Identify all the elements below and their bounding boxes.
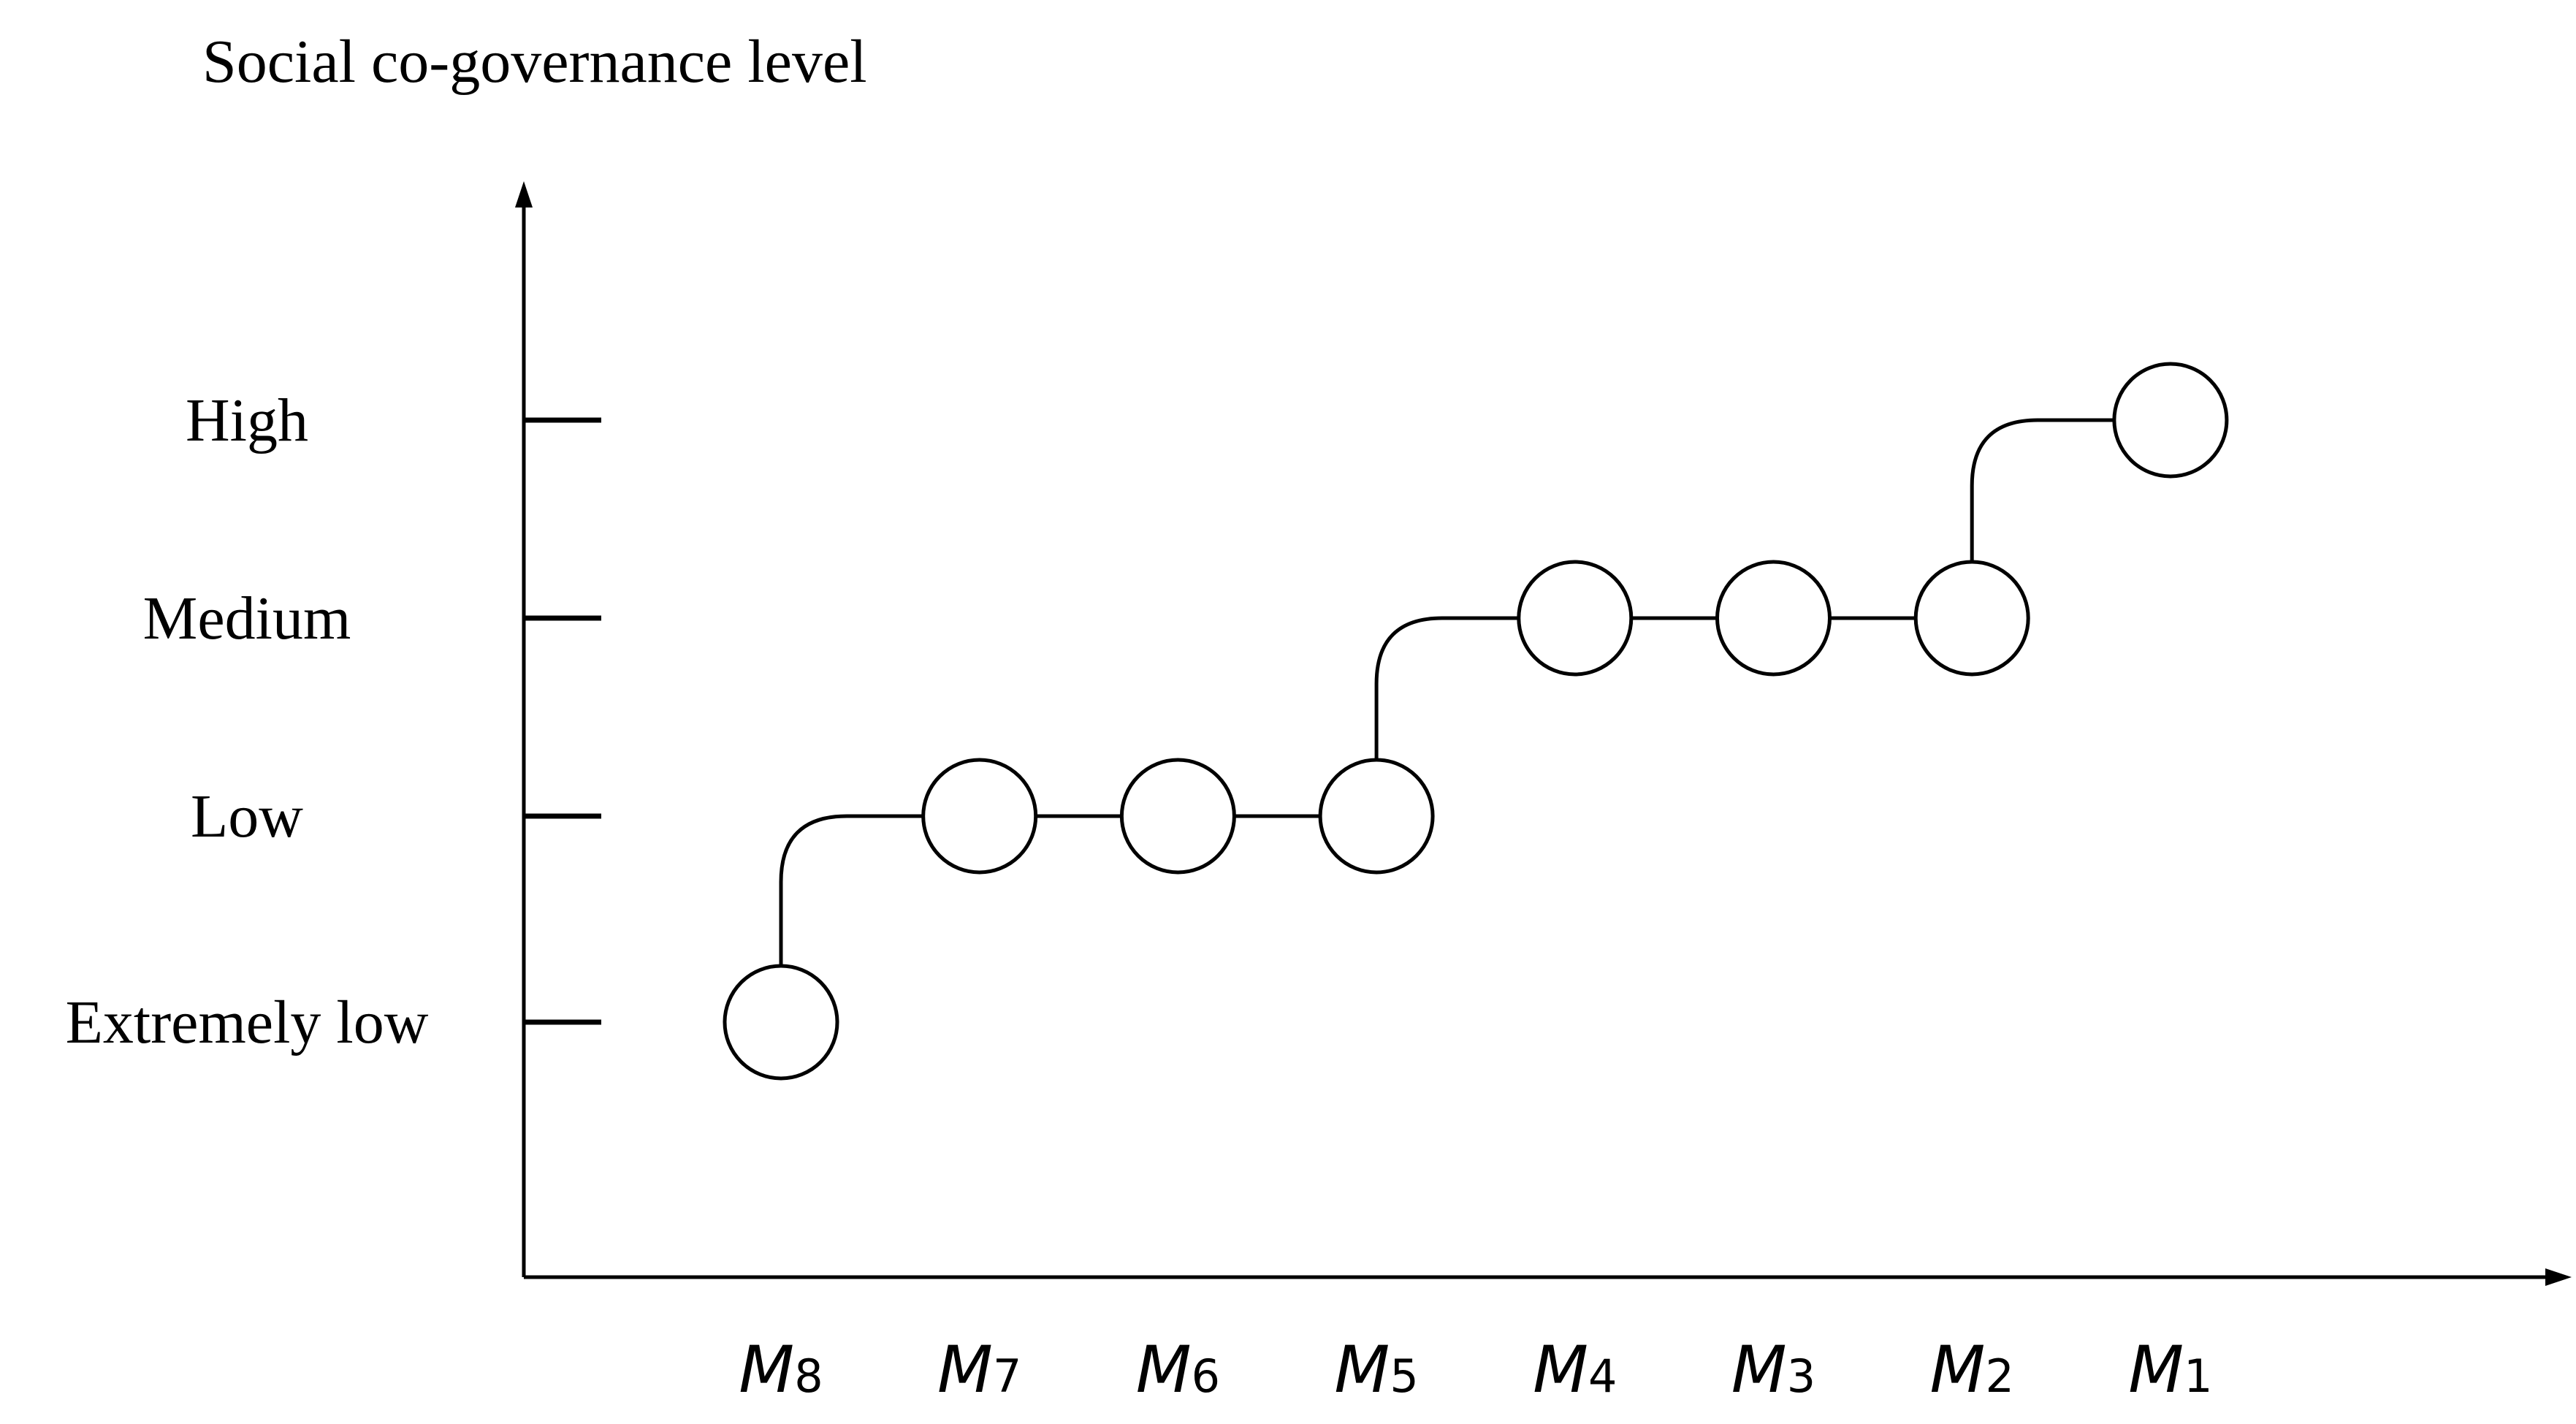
x-tick-label: M1: [2128, 1332, 2212, 1407]
chart-title: Social co-governance level: [202, 28, 867, 96]
x-axis-arrow: [2545, 1268, 2572, 1286]
x-tick-label: M2: [1930, 1332, 2014, 1407]
x-tick-label: M8: [739, 1332, 823, 1407]
x-tick-label: M5: [1334, 1332, 1418, 1407]
level-node: [1715, 560, 1832, 677]
level-node: [723, 964, 839, 1081]
level-node: [1119, 758, 1236, 875]
level-node: [1517, 560, 1634, 677]
y-tick-label: Low: [191, 783, 303, 850]
x-tick-label: M4: [1533, 1332, 1617, 1407]
level-node: [921, 758, 1038, 875]
y-axis-arrow: [515, 181, 533, 207]
level-node: [2112, 362, 2229, 479]
level-node: [1913, 560, 2030, 677]
x-tick-label: M6: [1136, 1332, 1220, 1407]
y-tick-label: High: [186, 387, 308, 454]
step-line: [779, 418, 2114, 966]
y-tick-label: Medium: [143, 585, 351, 652]
y-tick-label: Extremely low: [66, 989, 429, 1056]
level-node: [1318, 758, 1435, 875]
x-tick-label: M7: [937, 1332, 1021, 1407]
x-tick-label: M3: [1731, 1332, 1815, 1407]
